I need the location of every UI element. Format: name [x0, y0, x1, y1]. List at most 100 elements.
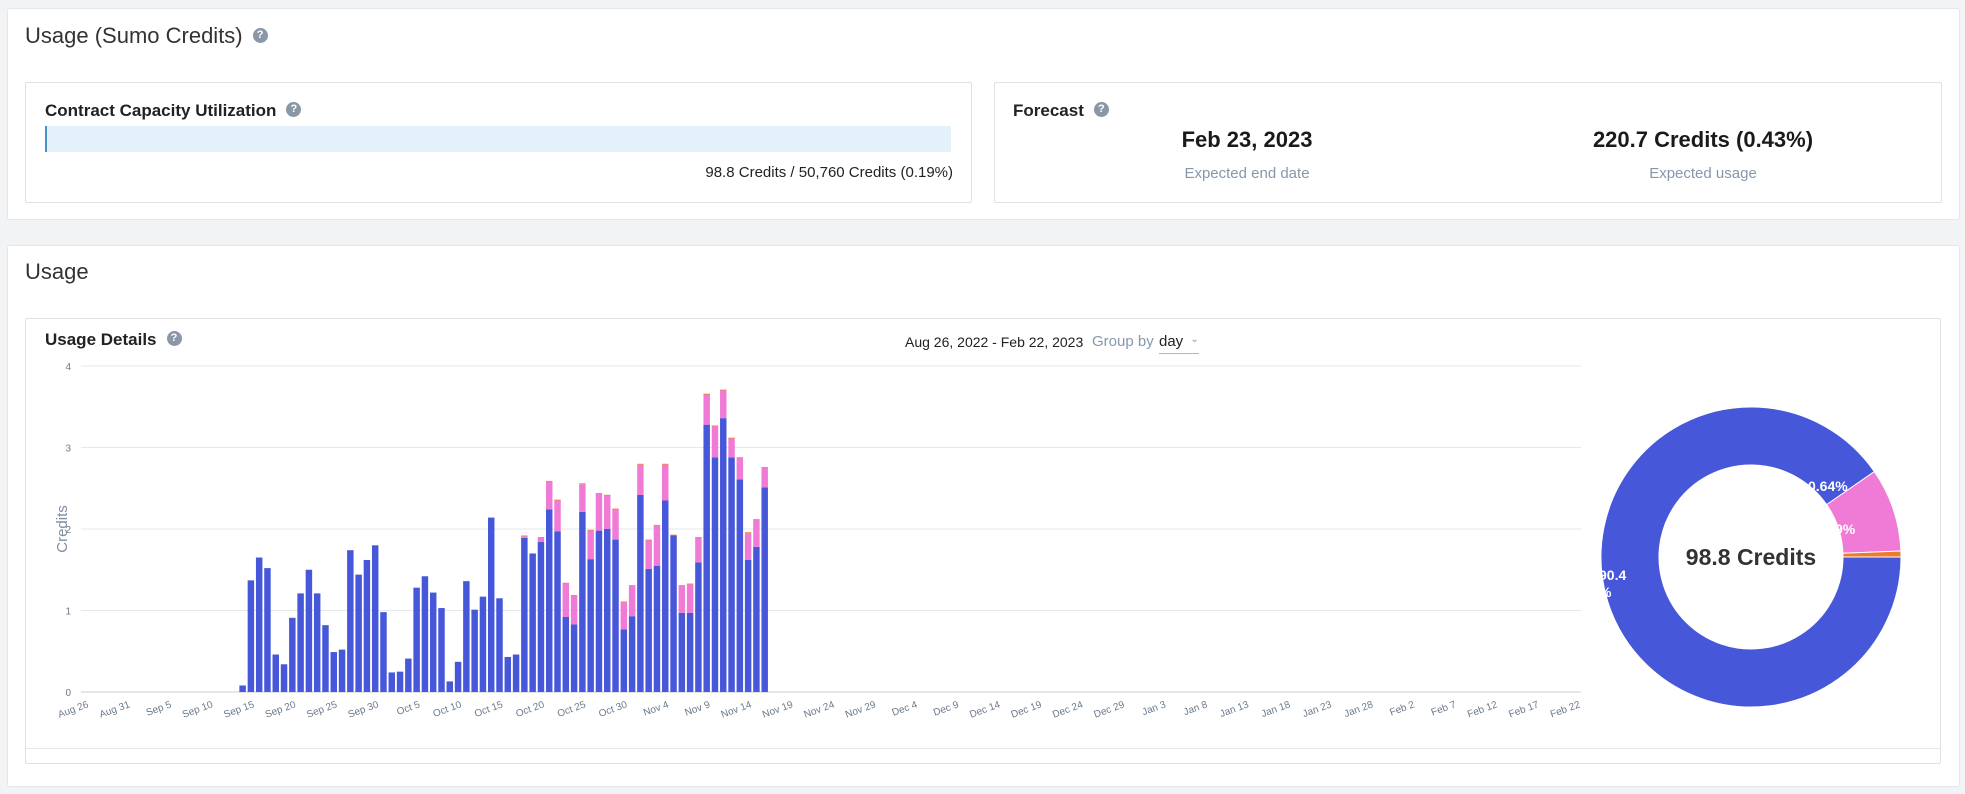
- bar-segment-metrics-ingest[interactable]: [761, 467, 768, 488]
- donut-slice-storage[interactable]: [1842, 550, 1902, 558]
- bar-segment-metrics-ingest[interactable]: [686, 584, 694, 613]
- bar-segment-storage[interactable]: [720, 389, 727, 391]
- bar-segment-metrics-ingest[interactable]: [612, 509, 619, 540]
- bar-segment-storage[interactable]: [728, 437, 735, 439]
- bar-segment-storage[interactable]: [595, 493, 603, 494]
- bar-segment-storage[interactable]: [753, 519, 760, 521]
- bar-segment-continuous-ingest[interactable]: [272, 654, 279, 692]
- bar-segment-continuous-ingest[interactable]: [570, 624, 578, 692]
- bar-segment-storage[interactable]: [645, 539, 652, 541]
- bar-segment-continuous-ingest[interactable]: [720, 418, 727, 692]
- bar-segment-metrics-ingest[interactable]: [678, 586, 686, 613]
- bar-segment-storage[interactable]: [761, 467, 768, 468]
- legend-item-infrequent-scan[interactable]: Infrequent Scan: [540, 761, 658, 763]
- bar-segment-continuous-ingest[interactable]: [546, 509, 553, 692]
- bar-segment-storage[interactable]: [703, 393, 710, 395]
- bar-segment-metrics-ingest[interactable]: [645, 540, 652, 569]
- bar-segment-continuous-ingest[interactable]: [496, 598, 503, 692]
- bar-segment-storage[interactable]: [612, 508, 619, 510]
- bar-segment-continuous-ingest[interactable]: [637, 494, 644, 692]
- legend-item-cse-ingest[interactable]: CSE Ingest: [977, 761, 1067, 763]
- bar-segment-storage[interactable]: [620, 601, 628, 603]
- bar-segment-continuous-ingest[interactable]: [371, 545, 379, 692]
- bar-segment-continuous-ingest[interactable]: [347, 550, 354, 692]
- bar-segment-storage[interactable]: [744, 532, 752, 534]
- question-circle-icon[interactable]: ?: [252, 27, 268, 43]
- bar-segment-metrics-ingest[interactable]: [736, 458, 744, 480]
- legend-item-infrequent-storage[interactable]: Infrequent Storage: [677, 761, 813, 763]
- bar-segment-continuous-ingest[interactable]: [595, 530, 603, 692]
- bar-segment-storage[interactable]: [570, 595, 578, 596]
- legend-item-continuous-ingest[interactable]: Continuous Ingest: [37, 761, 169, 763]
- bar-segment-continuous-ingest[interactable]: [297, 593, 304, 692]
- bar-segment-continuous-ingest[interactable]: [247, 580, 255, 692]
- bar-segment-continuous-ingest[interactable]: [670, 535, 677, 692]
- bar-segment-storage[interactable]: [537, 537, 545, 538]
- bar-segment-continuous-ingest[interactable]: [686, 612, 694, 692]
- bar-segment-continuous-ingest[interactable]: [562, 617, 570, 692]
- bar-segment-metrics-ingest[interactable]: [562, 583, 570, 618]
- bar-segment-continuous-ingest[interactable]: [695, 562, 702, 692]
- bar-segment-continuous-ingest[interactable]: [454, 661, 462, 692]
- bar-segment-metrics-ingest[interactable]: [637, 464, 644, 495]
- bar-segment-storage[interactable]: [695, 537, 702, 538]
- bar-segment-storage[interactable]: [736, 457, 744, 459]
- bar-segment-storage[interactable]: [546, 480, 553, 482]
- bar-segment-storage[interactable]: [678, 585, 686, 587]
- bar-segment-storage[interactable]: [562, 582, 570, 584]
- bar-segment-metrics-ingest[interactable]: [620, 602, 628, 630]
- bar-segment-continuous-ingest[interactable]: [380, 612, 387, 692]
- bar-segment-metrics-ingest[interactable]: [595, 493, 603, 531]
- bar-segment-continuous-ingest[interactable]: [753, 546, 760, 692]
- bar-segment-continuous-ingest[interactable]: [678, 612, 686, 692]
- bar-segment-metrics-ingest[interactable]: [711, 426, 719, 458]
- bar-segment-continuous-ingest[interactable]: [736, 479, 744, 692]
- question-circle-icon[interactable]: ?: [166, 331, 182, 347]
- bar-segment-continuous-ingest[interactable]: [504, 656, 512, 692]
- bar-segment-metrics-ingest[interactable]: [537, 537, 545, 543]
- bar-segment-continuous-ingest[interactable]: [711, 457, 719, 692]
- bar-segment-continuous-ingest[interactable]: [620, 629, 628, 692]
- bar-segment-continuous-ingest[interactable]: [579, 511, 586, 692]
- bar-segment-continuous-ingest[interactable]: [280, 664, 288, 692]
- bar-segment-continuous-ingest[interactable]: [662, 500, 669, 692]
- bar-segment-storage[interactable]: [628, 585, 636, 587]
- bar-segment-storage[interactable]: [653, 524, 661, 526]
- bar-segment-storage[interactable]: [579, 483, 586, 485]
- bar-segment-metrics-ingest[interactable]: [653, 525, 661, 566]
- bar-segment-continuous-ingest[interactable]: [587, 559, 594, 692]
- bar-segment-metrics-ingest[interactable]: [728, 438, 735, 458]
- bar-segment-continuous-ingest[interactable]: [338, 649, 346, 692]
- bar-segment-metrics-ingest[interactable]: [587, 530, 594, 560]
- bar-segment-continuous-ingest[interactable]: [413, 587, 420, 692]
- bar-segment-continuous-ingest[interactable]: [421, 576, 429, 692]
- bar-segment-continuous-ingest[interactable]: [529, 553, 536, 692]
- bar-segment-continuous-ingest[interactable]: [537, 542, 545, 692]
- bar-segment-continuous-ingest[interactable]: [471, 609, 478, 692]
- legend-item-infrequent-ingest[interactable]: Infrequent Ingest: [832, 761, 957, 763]
- bar-segment-continuous-ingest[interactable]: [479, 596, 487, 692]
- bar-segment-continuous-ingest[interactable]: [761, 487, 768, 692]
- bar-segment-storage[interactable]: [670, 534, 677, 536]
- bar-segment-storage[interactable]: [686, 583, 694, 585]
- bar-segment-storage[interactable]: [637, 463, 644, 465]
- bar-segment-continuous-ingest[interactable]: [463, 581, 470, 692]
- bar-segment-storage[interactable]: [521, 535, 528, 537]
- bar-segment-continuous-ingest[interactable]: [744, 559, 752, 692]
- bar-segment-continuous-ingest[interactable]: [446, 681, 454, 692]
- bar-segment-metrics-ingest[interactable]: [579, 484, 586, 512]
- bar-segment-continuous-ingest[interactable]: [628, 616, 636, 692]
- bar-segment-metrics-ingest[interactable]: [554, 500, 561, 532]
- bar-segment-continuous-ingest[interactable]: [305, 569, 313, 692]
- bar-segment-storage[interactable]: [604, 494, 611, 496]
- bar-segment-continuous-ingest[interactable]: [645, 568, 652, 692]
- bar-segment-continuous-ingest[interactable]: [728, 457, 735, 692]
- bar-segment-continuous-ingest[interactable]: [521, 537, 528, 692]
- bar-segment-continuous-ingest[interactable]: [554, 531, 561, 692]
- date-range-picker[interactable]: Aug 26, 2022 - Feb 22, 2023: [905, 334, 1084, 350]
- bar-segment-metrics-ingest[interactable]: [604, 495, 611, 529]
- bar-segment-continuous-ingest[interactable]: [703, 424, 710, 692]
- bar-segment-continuous-ingest[interactable]: [653, 565, 661, 692]
- legend-item-tracing-ingest[interactable]: Tracing Ingest: [1086, 761, 1194, 763]
- question-circle-icon[interactable]: ?: [1093, 102, 1109, 118]
